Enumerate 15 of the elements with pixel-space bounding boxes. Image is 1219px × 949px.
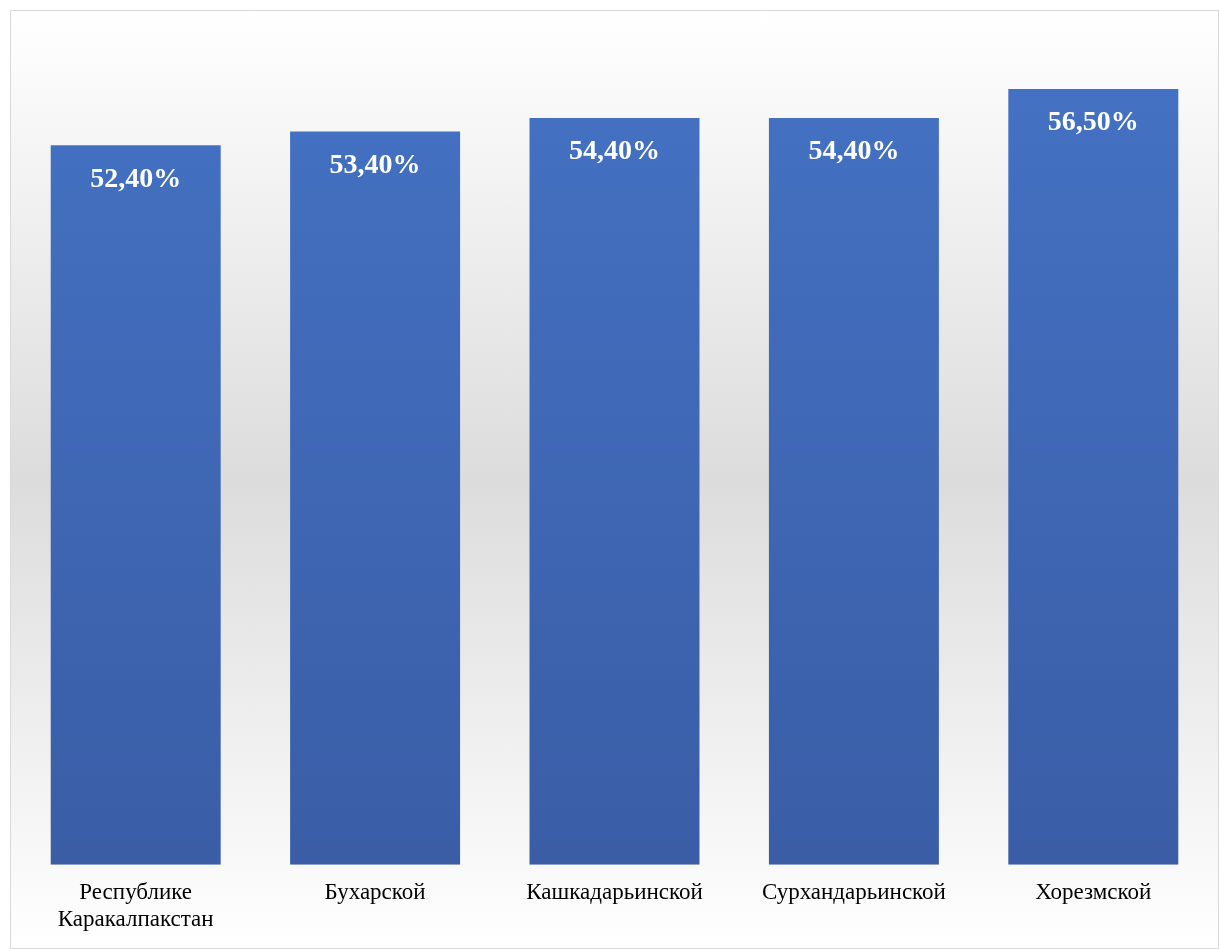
bar — [290, 131, 461, 865]
data-label: 54,40% — [569, 134, 660, 166]
bar — [529, 117, 700, 865]
x-tick-label: Бухарской — [324, 878, 426, 904]
bar — [768, 117, 939, 865]
data-label: 52,40% — [90, 161, 182, 193]
x-tick-label: Республике Каракалпакстан — [57, 878, 214, 932]
x-tick-label: Кашкадарьинской — [526, 878, 703, 904]
x-tick-label: Хорезмской — [1035, 878, 1152, 904]
data-label: 53,40% — [329, 147, 421, 179]
data-label: 54,40% — [808, 134, 900, 166]
data-label: 56,50% — [1047, 105, 1139, 137]
bar — [1008, 89, 1179, 865]
bar — [50, 145, 221, 865]
x-tick-label: Сурхандарьинской — [761, 878, 946, 904]
